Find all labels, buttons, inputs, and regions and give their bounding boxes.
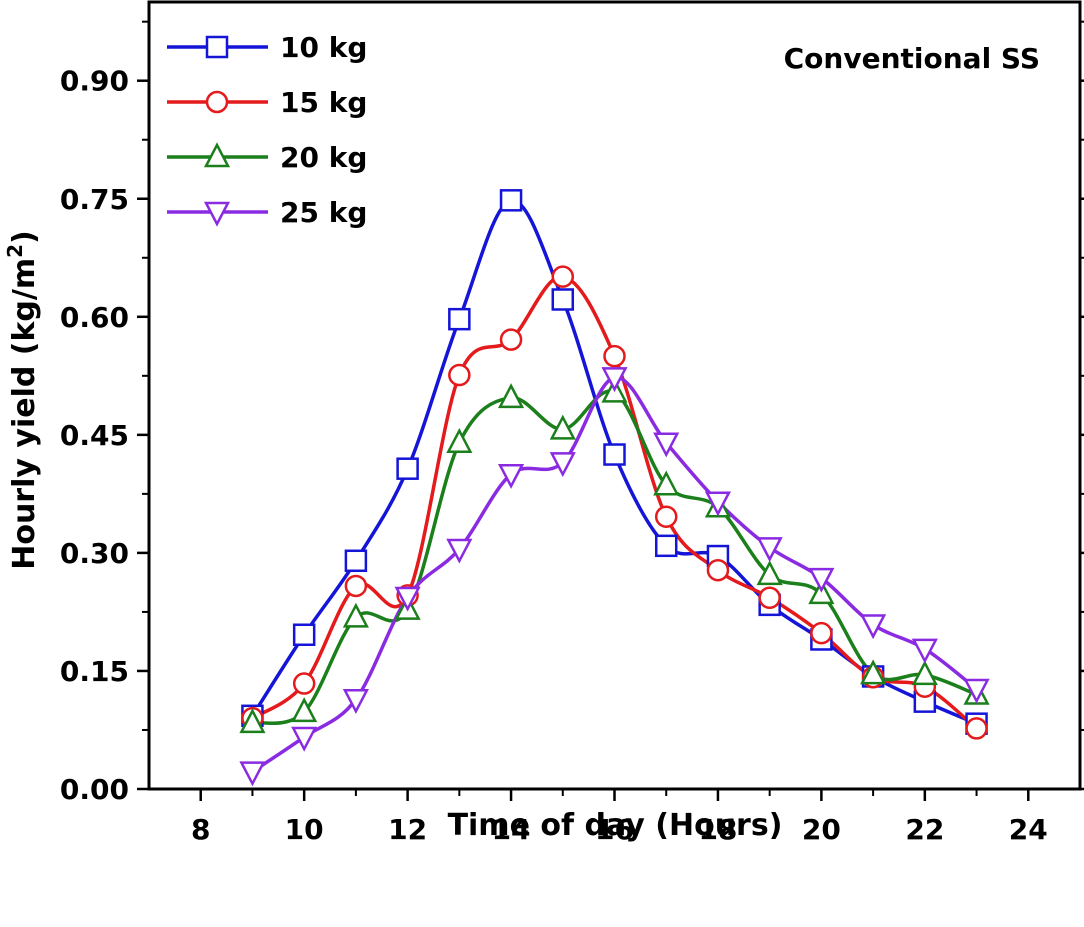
series-lines (250, 198, 978, 774)
data-point-25-kg (342, 689, 369, 714)
data-point-20-kg (549, 414, 576, 440)
data-point-15-kg (654, 505, 678, 528)
data-point-10-kg (396, 457, 419, 480)
data-point-25-kg (446, 538, 473, 564)
data-point-15-kg (448, 363, 471, 387)
x-tick-label: 16 (595, 813, 634, 846)
data-point-10-kg (292, 623, 316, 646)
data-point-10-kg (344, 549, 368, 573)
data-point-10-kg (499, 189, 523, 212)
legend-label-10-kg: 10 kg (280, 31, 367, 64)
series-line-20-kg (252, 389, 978, 726)
data-point-10-kg (551, 288, 575, 311)
series-line-25-kg (251, 375, 978, 774)
data-point-20-kg (342, 602, 369, 628)
y-axis-tick-labels: 0.00 0.15 0.30 0.45 0.60 0.75 0.90 (60, 65, 129, 806)
x-axis-tick-labels: 8 10 12 14 16 18 20 22 24 (191, 813, 1048, 846)
legend-label-25-kg: 25 kg (280, 196, 367, 229)
x-tick-label: 24 (1009, 813, 1048, 846)
legend-label-15-kg: 15 kg (280, 86, 367, 119)
data-point-20-kg (446, 428, 473, 453)
data-point-10-kg (603, 443, 626, 466)
data-point-15-kg (758, 586, 781, 610)
legend-marker-20-kg (203, 142, 231, 168)
data-point-25-kg (239, 761, 266, 787)
x-tick-label: 18 (698, 813, 737, 846)
data-point-25-kg (601, 367, 628, 393)
y-tick-label: 0.90 (60, 65, 129, 98)
data-point-20-kg (860, 659, 887, 685)
data-point-10-kg (654, 534, 678, 558)
data-point-15-kg (551, 265, 575, 288)
data-point-15-kg (810, 621, 833, 645)
data-point-15-kg (706, 558, 730, 582)
axis-ticks (137, 20, 1084, 801)
data-point-20-kg (291, 697, 318, 723)
y-axis-title-superscript: 2 (3, 244, 27, 258)
data-point-25-kg (860, 614, 887, 640)
data-point-15-kg (344, 574, 368, 598)
data-point-20-kg (911, 660, 938, 686)
y-tick-label: 0.15 (60, 655, 129, 688)
x-axis-title: Time of day (Hours) (448, 808, 783, 843)
x-tick-label: 12 (388, 813, 427, 846)
data-point-25-kg (653, 432, 680, 458)
legend-marker-15-kg (205, 90, 229, 114)
data-point-15-kg (499, 328, 523, 351)
data-point-25-kg (497, 463, 525, 489)
y-tick-label: 0.00 (60, 773, 129, 806)
legend-marker-25-kg (203, 201, 231, 227)
data-point-25-kg (756, 537, 783, 563)
series-markers (239, 189, 990, 787)
y-tick-label: 0.75 (60, 183, 129, 216)
data-point-25-kg (394, 586, 421, 612)
data-point-20-kg (653, 470, 680, 496)
data-point-20-kg (497, 383, 525, 409)
data-point-25-kg (549, 452, 576, 478)
y-tick-label: 0.45 (60, 419, 129, 452)
data-point-20-kg (239, 708, 266, 734)
y-axis-title-main: Hourly yield (kg/m (7, 258, 42, 570)
x-tick-label: 22 (905, 813, 944, 846)
y-tick-label: 0.30 (60, 537, 129, 570)
data-point-15-kg (292, 672, 316, 695)
x-tick-label: 20 (802, 813, 841, 846)
data-point-25-kg (808, 567, 835, 593)
legend-marker-10-kg (205, 35, 229, 59)
data-point-25-kg (291, 726, 318, 752)
data-point-15-kg (965, 717, 988, 740)
legend: 10 kg 15 kg 20 kg 25 kg (167, 31, 367, 229)
data-point-20-kg (756, 560, 783, 586)
data-point-25-kg (911, 638, 938, 664)
data-point-25-kg (704, 491, 732, 517)
x-tick-label: 14 (492, 813, 531, 846)
series-line-15-kg (251, 274, 978, 730)
y-tick-label: 0.60 (60, 301, 129, 334)
data-point-15-kg (603, 344, 626, 368)
data-point-10-kg (448, 307, 471, 331)
chart-annotation: Conventional SS (784, 42, 1040, 75)
y-axis-title-end: ) (7, 230, 42, 244)
legend-label-20-kg: 20 kg (280, 141, 367, 174)
x-tick-label: 8 (191, 813, 210, 846)
y-axis-title: Hourly yield (kg/m2) (3, 230, 42, 570)
data-point-25-kg (963, 678, 990, 704)
x-tick-label: 10 (285, 813, 324, 846)
